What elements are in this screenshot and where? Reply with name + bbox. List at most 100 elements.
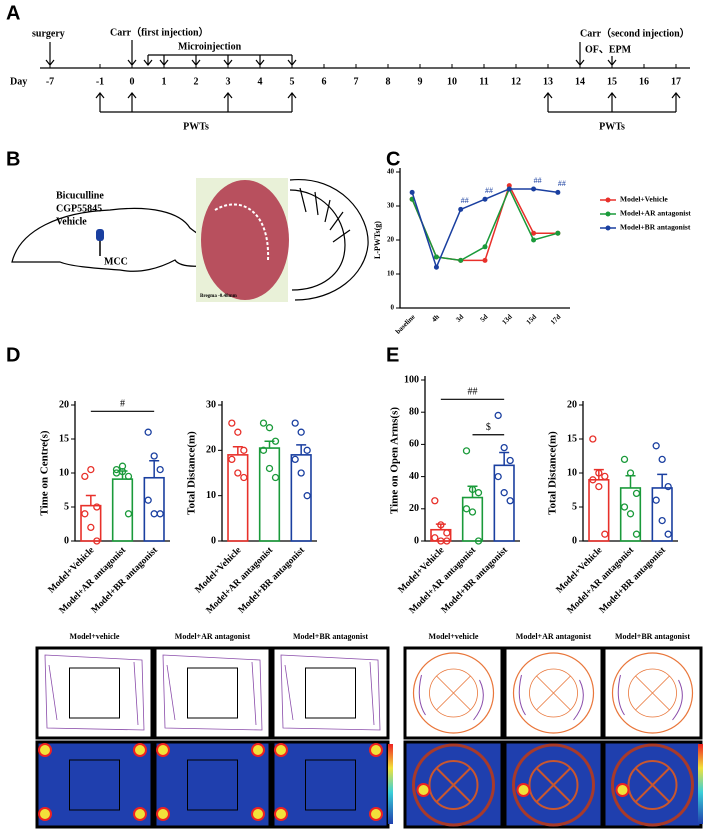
annotation: ## xyxy=(558,179,566,188)
arrow-head xyxy=(191,59,201,66)
heat-spot xyxy=(156,743,170,757)
day-value: 6 xyxy=(322,76,327,87)
data-point xyxy=(658,455,666,464)
data-point xyxy=(303,446,311,454)
day-value: 17 xyxy=(671,76,681,87)
y-tick-label: 80 xyxy=(409,406,419,417)
heat-spot xyxy=(369,807,383,821)
heat-ring-inner xyxy=(627,760,678,810)
arrow-head xyxy=(223,59,233,66)
data-point xyxy=(626,469,635,477)
data-point xyxy=(234,469,242,477)
heat-frame xyxy=(271,740,390,829)
bar xyxy=(227,454,249,542)
y-tick-label: 0 xyxy=(64,535,69,546)
colorbar xyxy=(388,744,393,824)
day-value: 3 xyxy=(226,76,231,87)
arrow-head xyxy=(255,59,265,66)
event-label: Microinjection xyxy=(178,41,242,52)
point xyxy=(482,196,488,202)
drug-label: CGP55845 xyxy=(56,203,102,214)
track-maze-cross xyxy=(536,675,571,711)
data-point xyxy=(228,455,236,464)
data-point xyxy=(652,442,660,450)
track-path xyxy=(617,674,683,721)
data-point xyxy=(664,482,672,491)
heat-spot xyxy=(274,807,288,821)
data-point xyxy=(431,534,439,542)
panel-label: D xyxy=(6,344,20,366)
arrow-head xyxy=(607,59,617,66)
y-axis-label: Total Distance(m) xyxy=(186,431,198,515)
event-label: surgery xyxy=(32,28,65,39)
error-bar xyxy=(232,445,243,455)
arrow-head xyxy=(543,92,553,99)
data-point xyxy=(589,476,597,484)
arrow-head xyxy=(143,59,153,66)
data-point xyxy=(87,465,95,474)
arrow-head xyxy=(671,92,681,99)
measure-label: PWTs xyxy=(183,121,209,132)
data-point xyxy=(234,428,242,436)
point xyxy=(482,244,488,250)
panel-label: E xyxy=(386,344,399,366)
track-path xyxy=(162,654,263,731)
arrow-head xyxy=(575,59,585,66)
bar xyxy=(258,447,281,542)
heat-spot xyxy=(38,743,52,757)
heat-spot xyxy=(251,807,265,821)
event-label: Carr（first injection） xyxy=(110,25,209,38)
point xyxy=(458,206,464,212)
data-point xyxy=(462,505,471,513)
point xyxy=(531,186,537,192)
day-value: 1 xyxy=(162,76,167,87)
heat-arena xyxy=(187,759,238,811)
data-point xyxy=(291,455,299,464)
heat-ring-inner xyxy=(528,760,579,810)
data-point xyxy=(265,424,274,432)
x-tick-label: 17d xyxy=(549,313,562,326)
day-value: 0 xyxy=(130,76,135,87)
event-label: OF、EPM xyxy=(585,44,632,55)
data-point xyxy=(431,497,439,505)
heat-cross xyxy=(634,767,671,803)
day-value: 7 xyxy=(354,76,359,87)
track-arena xyxy=(69,667,120,719)
heat-ring xyxy=(512,743,595,827)
data-point xyxy=(144,428,152,436)
error-bar xyxy=(149,460,160,478)
track-label: Model+BR antagonist xyxy=(293,632,368,641)
data-point xyxy=(150,510,158,518)
legend-label: Model+Vehicle xyxy=(620,195,668,204)
arrow-head xyxy=(287,59,297,66)
day-value: 16 xyxy=(639,76,649,87)
data-point xyxy=(626,510,635,518)
heat-arena xyxy=(69,759,120,811)
y-tick-label: 15 xyxy=(567,433,577,444)
data-point xyxy=(494,411,502,420)
data-point xyxy=(474,537,483,545)
data-point xyxy=(271,437,280,445)
y-axis-label: Time on Open Arms(s) xyxy=(389,407,401,514)
day-value: 2 xyxy=(194,76,199,87)
heat-cross xyxy=(535,767,572,803)
x-tick-label: 15d xyxy=(525,313,538,326)
data-point xyxy=(500,443,508,452)
track-path xyxy=(518,674,584,721)
data-point xyxy=(93,503,101,511)
track-frame xyxy=(35,646,154,740)
data-point xyxy=(124,510,133,518)
point xyxy=(506,186,512,192)
data-point xyxy=(443,529,451,537)
arrow-head xyxy=(287,92,297,99)
data-point xyxy=(664,530,672,538)
error-bar xyxy=(657,473,668,488)
arrow-head xyxy=(223,92,233,99)
legend-marker xyxy=(605,197,611,203)
y-tick-label: 15 xyxy=(59,433,69,444)
data-point xyxy=(81,472,89,481)
data-point xyxy=(156,465,164,474)
data-point xyxy=(240,473,248,482)
data-point xyxy=(506,456,514,465)
